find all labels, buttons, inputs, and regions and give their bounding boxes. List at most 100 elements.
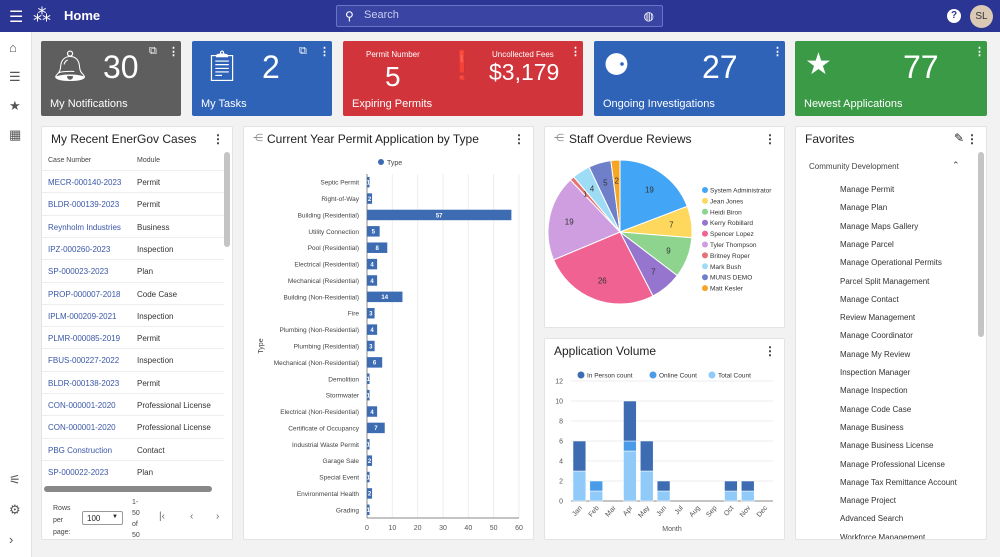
search-input[interactable] [364, 9, 634, 21]
slice-value-label: 1 [583, 189, 588, 198]
hamburger-menu-icon[interactable]: ☰ [9, 9, 24, 26]
table-row[interactable]: MECR-000140-2023 Permit [42, 170, 224, 192]
gear-icon[interactable]: ⚙ [9, 502, 21, 517]
favorite-link[interactable]: Manage Contact [840, 294, 899, 304]
search-box[interactable]: ⚲ ◍ [336, 5, 663, 27]
column-header-case-number[interactable]: Case Number [48, 157, 92, 164]
case-number-link[interactable]: IPLM-000209-2021 [48, 311, 117, 321]
x-tick-label: Jul [674, 504, 685, 516]
favorite-link[interactable]: Review Management [840, 313, 916, 323]
favorite-link[interactable]: Manage Inspection [840, 386, 908, 396]
list-icon[interactable]: ☰ [9, 69, 21, 84]
vertical-scrollbar[interactable] [978, 152, 984, 337]
filter-settings-icon[interactable]: ⚟ [9, 472, 21, 487]
more-icon[interactable]: ⋮ [966, 132, 978, 146]
vertical-scrollbar[interactable] [224, 152, 230, 247]
more-icon[interactable]: ⋮ [168, 46, 179, 58]
more-icon[interactable]: ⋮ [212, 132, 224, 146]
search-icon: ⚲ [345, 9, 354, 23]
previous-page-icon[interactable]: ‹ [190, 511, 194, 522]
table-row[interactable]: Reynholm Industries Business [42, 214, 224, 237]
table-row[interactable]: SP-000022-2023 Plan [42, 459, 224, 482]
case-number-link[interactable]: CON-000001-2020 [48, 401, 116, 410]
table-row[interactable]: PROP-000007-2018 Code Case [42, 281, 224, 304]
favorite-link[interactable]: Inspection Manager [840, 368, 911, 377]
category-label: Fire [348, 311, 360, 318]
notifications-card[interactable]: 🔔︎ 30 ⧉ ⋮ My Notifications [41, 41, 181, 116]
case-number-link[interactable]: PROP-000007-2018 [48, 289, 121, 299]
first-page-icon[interactable]: |‹ [159, 511, 165, 522]
star-icon[interactable]: ★ [9, 98, 21, 113]
table-row[interactable]: PBG Construction Contact [42, 437, 224, 460]
more-icon[interactable]: ⋮ [772, 46, 783, 58]
case-number-link[interactable]: SP-000022-2023 [48, 467, 109, 477]
table-row[interactable]: CON-000001-2020 Professional License [42, 415, 224, 437]
more-icon[interactable]: ⋮ [570, 46, 581, 58]
favorite-link[interactable]: Manage My Review [840, 349, 911, 359]
rows-per-page-select[interactable]: 100 ▼ [82, 511, 123, 525]
more-icon[interactable]: ⋮ [513, 132, 525, 146]
more-icon[interactable]: ⋮ [764, 344, 776, 358]
app-logo-icon[interactable]: ⁂ [33, 5, 51, 25]
case-number-link[interactable]: MECR-000140-2023 [48, 178, 122, 187]
favorite-link[interactable]: Manage Coordinator [840, 331, 913, 341]
case-number-link[interactable]: FBUS-000227-2022 [48, 356, 120, 366]
case-number-link[interactable]: BLDR-000138-2023 [48, 378, 120, 388]
investigations-card[interactable]: ⚈ 27 ⋮ Ongoing Investigations [594, 41, 785, 116]
table-row[interactable]: BLDR-000138-2023 Permit [42, 370, 224, 393]
table-row[interactable]: PLMR-000085-2019 Permit [42, 326, 224, 348]
tasks-card[interactable]: 📋︎ 2 ⧉ ⋮ My Tasks [192, 41, 332, 116]
case-number-link[interactable]: PBG Construction [48, 445, 113, 455]
bar [367, 291, 403, 303]
more-icon[interactable]: ⋮ [319, 46, 330, 58]
favorite-link[interactable]: Manage Code Case [840, 404, 912, 414]
permit-number-label: Permit Number [366, 50, 420, 59]
table-row[interactable]: IPZ-000260-2023 Inspection [42, 236, 224, 259]
favorite-link[interactable]: Advanced Search [840, 514, 904, 524]
next-page-icon[interactable]: › [216, 511, 220, 522]
table-row[interactable]: IPLM-000209-2021 Inspection [42, 303, 224, 326]
favorite-link[interactable]: Manage Operational Permits [840, 258, 942, 268]
favorite-link[interactable]: Manage Parcel [840, 239, 894, 249]
favorite-link[interactable]: Manage Business License [840, 441, 934, 451]
favorite-link[interactable]: Manage Professional License [840, 459, 945, 469]
open-external-icon[interactable]: ⧉ [299, 45, 307, 57]
globe-icon[interactable]: ◍ [643, 9, 654, 23]
panel-title: My Recent EnerGov Cases [51, 132, 197, 146]
expiring-permits-card[interactable]: Permit Number 5 ❗ Uncollected Fees $3,17… [343, 41, 583, 116]
case-number-link[interactable]: CON-000001-2020 [48, 423, 116, 433]
open-external-icon[interactable]: ⧉ [149, 45, 157, 57]
favorite-link[interactable]: Workforce Management [840, 532, 926, 540]
favorite-link[interactable]: Manage Tax Remittance Account [840, 477, 957, 487]
more-icon[interactable]: ⋮ [764, 132, 776, 146]
avatar[interactable]: SL [970, 5, 993, 28]
table-row[interactable]: FBUS-000227-2022 Inspection [42, 348, 224, 370]
case-number-link[interactable]: PLMR-000085-2019 [48, 334, 121, 344]
case-number-link[interactable]: BLDR-000139-2023 [48, 200, 120, 210]
case-number-link[interactable]: SP-000023-2023 [48, 267, 109, 277]
favorite-link[interactable]: Manage Business [840, 422, 904, 432]
case-number-link[interactable]: IPZ-000260-2023 [48, 244, 111, 254]
more-icon[interactable]: ⋮ [974, 46, 985, 58]
table-row[interactable]: CON-000001-2020 Professional License [42, 393, 224, 415]
favorite-link[interactable]: Manage Maps Gallery [840, 221, 919, 231]
favorite-link[interactable]: Manage Plan [840, 203, 888, 213]
case-number-link[interactable]: Reynholm Industries [48, 222, 121, 232]
help-icon[interactable]: ? [947, 9, 961, 23]
edit-pencil-icon[interactable]: ✎ [954, 131, 965, 145]
bar [367, 389, 370, 401]
applications-card[interactable]: ★ 77 ⋮ Newest Applications [795, 41, 987, 116]
favorite-link[interactable]: Manage Permit [840, 185, 895, 194]
expand-chevron-icon[interactable]: › [9, 532, 14, 547]
module-cell: Plan [137, 267, 154, 277]
table-row[interactable]: BLDR-000139-2023 Permit [42, 192, 224, 214]
collapse-chevron-icon[interactable]: ⌃ [952, 160, 960, 170]
column-header-module[interactable]: Module [137, 157, 160, 164]
horizontal-scrollbar[interactable] [44, 486, 212, 492]
favorites-group-label[interactable]: Community Development [809, 162, 899, 171]
favorite-link[interactable]: Parcel Split Management [840, 276, 930, 286]
favorite-link[interactable]: Manage Project [840, 496, 897, 506]
table-row[interactable]: SP-000023-2023 Plan [42, 259, 224, 281]
dashboard-icon[interactable]: ▦ [9, 127, 22, 142]
home-icon[interactable]: ⌂ [9, 40, 17, 55]
